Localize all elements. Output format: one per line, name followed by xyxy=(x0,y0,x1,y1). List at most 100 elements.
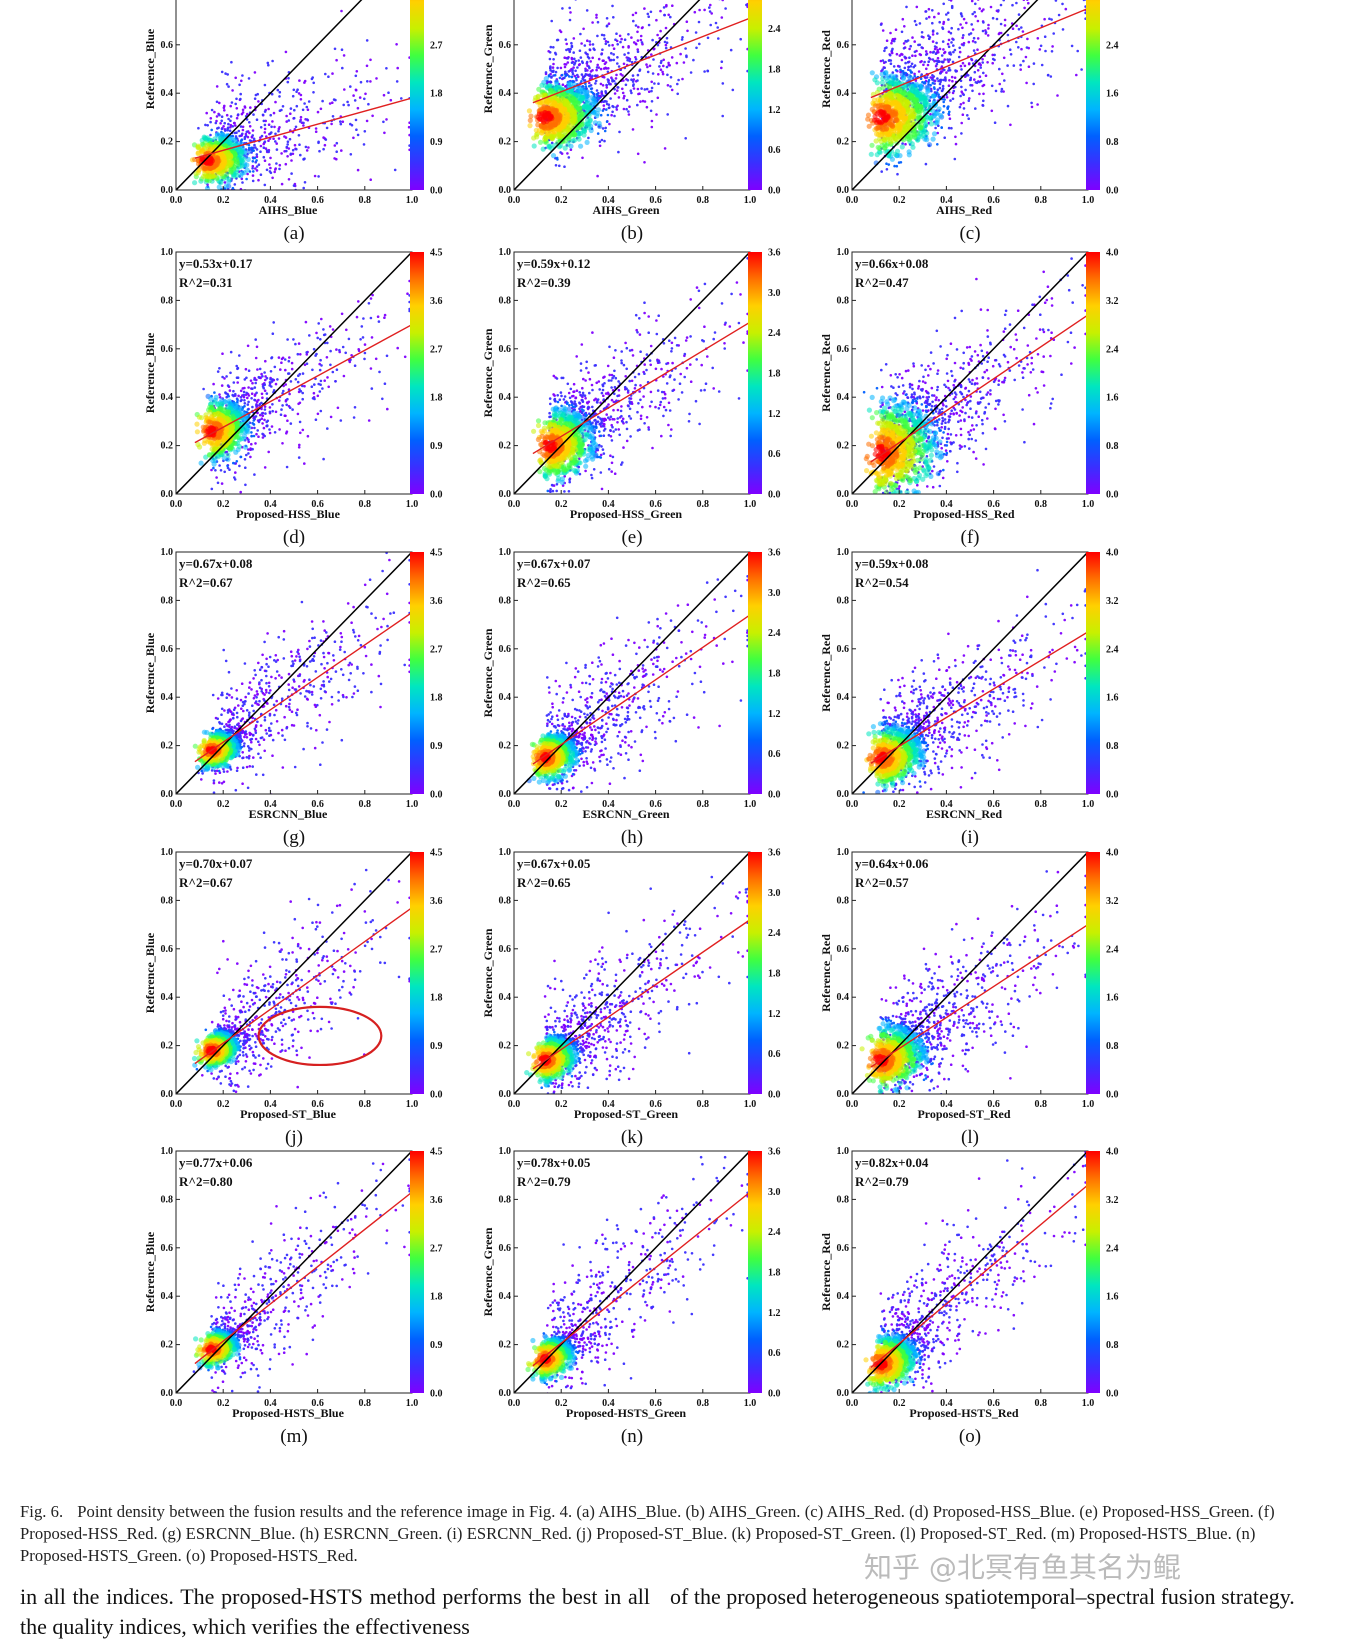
data-point xyxy=(987,27,990,30)
data-point xyxy=(643,7,646,10)
data-point xyxy=(320,317,323,321)
data-point xyxy=(289,422,293,425)
data-point xyxy=(254,93,258,97)
data-point xyxy=(1082,0,1086,2)
data-point xyxy=(246,112,249,116)
data-point xyxy=(251,134,254,137)
data-point xyxy=(588,84,591,88)
data-point xyxy=(596,34,599,38)
data-point xyxy=(216,184,222,190)
data-point xyxy=(318,390,322,393)
data-point xyxy=(245,177,248,181)
data-point xyxy=(676,92,679,96)
data-point xyxy=(583,44,587,47)
identity-line xyxy=(514,0,701,190)
data-point xyxy=(281,442,284,445)
data-point xyxy=(225,375,228,378)
data-point xyxy=(332,98,336,101)
colorbar-tick-label: 0.0 xyxy=(430,186,443,197)
data-point xyxy=(942,100,945,104)
data-point xyxy=(971,89,974,93)
data-point xyxy=(297,456,301,459)
data-point xyxy=(982,99,985,103)
data-point xyxy=(566,61,570,64)
data-point xyxy=(342,54,346,57)
data-point xyxy=(962,107,966,110)
data-point xyxy=(679,52,682,56)
data-point xyxy=(940,54,944,57)
data-point xyxy=(257,420,261,424)
data-point xyxy=(226,466,230,470)
data-point xyxy=(899,68,902,72)
data-point xyxy=(296,352,300,356)
data-point xyxy=(234,135,238,138)
data-point xyxy=(336,406,340,410)
data-point xyxy=(354,88,358,92)
data-point xyxy=(636,152,640,156)
data-point xyxy=(278,399,281,402)
data-point xyxy=(222,125,225,128)
data-point xyxy=(254,415,258,418)
data-point xyxy=(986,34,990,37)
data-point xyxy=(222,106,226,109)
data-point xyxy=(970,23,973,26)
data-point xyxy=(925,88,931,94)
data-point xyxy=(288,137,292,141)
data-point xyxy=(247,440,250,444)
data-point xyxy=(287,119,291,122)
data-point xyxy=(257,163,261,166)
data-point xyxy=(353,364,357,367)
data-point xyxy=(580,73,584,76)
data-point xyxy=(941,26,944,29)
data-point xyxy=(938,20,941,24)
data-point xyxy=(329,363,332,367)
data-point xyxy=(967,33,971,36)
data-point xyxy=(250,392,254,395)
data-point xyxy=(241,132,244,136)
data-point xyxy=(943,136,946,139)
data-point xyxy=(570,45,574,49)
data-point xyxy=(1000,90,1003,93)
data-point xyxy=(627,45,630,48)
data-point xyxy=(695,46,698,50)
data-point xyxy=(226,127,229,130)
data-point xyxy=(581,61,584,65)
data-point xyxy=(661,72,665,76)
data-point xyxy=(636,39,640,42)
data-point xyxy=(220,127,224,131)
colorbar-tick-label: 0.0 xyxy=(768,186,781,197)
data-point xyxy=(247,452,250,455)
data-point xyxy=(981,29,985,33)
data-point xyxy=(352,416,356,419)
data-point xyxy=(271,120,274,123)
data-point xyxy=(356,133,360,137)
data-point xyxy=(639,38,643,42)
data-point xyxy=(224,72,227,75)
data-point xyxy=(632,78,636,81)
data-point xyxy=(260,392,264,396)
data-point xyxy=(267,139,270,142)
data-point xyxy=(547,75,551,78)
data-point xyxy=(717,37,720,40)
data-point xyxy=(601,48,604,51)
data-point xyxy=(627,56,630,60)
data-point xyxy=(251,387,254,390)
data-point xyxy=(299,98,303,101)
data-point xyxy=(933,87,936,91)
data-point xyxy=(600,33,604,37)
data-point xyxy=(554,164,558,167)
data-point xyxy=(655,113,658,116)
data-point xyxy=(931,29,935,32)
data-point xyxy=(866,123,872,129)
data-point xyxy=(900,76,906,82)
data-point xyxy=(263,159,267,162)
data-point xyxy=(363,97,366,101)
data-point xyxy=(937,124,940,127)
colorbar-tick-label: 2.4 xyxy=(1106,40,1119,51)
data-point xyxy=(555,156,559,160)
data-point xyxy=(665,41,669,44)
data-point xyxy=(561,7,564,10)
data-point xyxy=(928,121,935,127)
data-point xyxy=(607,56,610,59)
data-point xyxy=(561,83,565,86)
